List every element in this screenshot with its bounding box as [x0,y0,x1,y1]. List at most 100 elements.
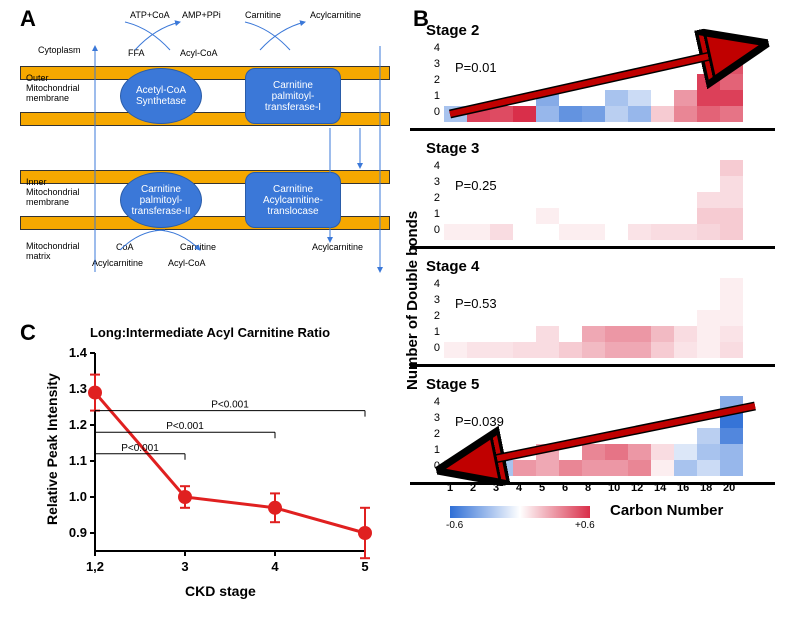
hm-cell [444,342,467,358]
hm-cell [628,326,651,342]
trend-arrow [410,22,770,132]
hm-cell [720,294,743,310]
hm-cell [697,192,720,208]
hm-cell [605,342,628,358]
ytick: 3 [428,294,440,306]
ytick: 1 [428,208,440,220]
hm-cell [559,342,582,358]
hm-cell [720,310,743,326]
ytick: 4 [428,278,440,290]
hm-cell [697,224,720,240]
ytick: 1 [428,326,440,338]
ytick: 0 [428,224,440,236]
hm-cell [720,326,743,342]
panel-a-diagram: ATP+CoA AMP+PPi Carnitine Acylcarnitine … [20,10,390,290]
panel-b-ylabel: Number of Double bonds [404,211,421,390]
svg-text:1.4: 1.4 [69,345,88,360]
svg-text:5: 5 [361,559,368,574]
hm-cell [582,326,605,342]
hm-cell [651,224,674,240]
xtick: 20 [723,482,735,494]
hm-cell [536,208,559,224]
xtick: 4 [516,482,522,494]
svg-text:1.1: 1.1 [69,453,87,468]
svg-text:1.3: 1.3 [69,381,87,396]
hm-cell [720,176,743,192]
hm-cell [582,224,605,240]
hm-cell [628,224,651,240]
stage-title: Stage 4 [426,258,479,275]
hm-cell [720,342,743,358]
colorbar [450,506,590,518]
svg-text:3: 3 [181,559,188,574]
xtick: 5 [539,482,545,494]
hm-cell [674,224,697,240]
hm-cell [674,326,697,342]
hm-cell [559,224,582,240]
xtick: 2 [470,482,476,494]
svg-text:P<0.001: P<0.001 [166,421,204,432]
xtick: 12 [631,482,643,494]
svg-text:P<0.001: P<0.001 [211,400,249,411]
hm-cell [513,224,536,240]
xtick: 18 [700,482,712,494]
ytick: 2 [428,310,440,322]
hm-cell [467,224,490,240]
panel-c-ylabel: Relative Peak Intensity [44,373,60,525]
hm-cell [444,224,467,240]
ytick: 2 [428,192,440,204]
heatmap-grid [444,160,764,240]
panel-c-label: C [20,320,36,346]
svg-text:1.2: 1.2 [69,417,87,432]
svg-text:4: 4 [271,559,279,574]
ytick: 4 [428,160,440,172]
hm-cell [720,192,743,208]
hm-cell [490,342,513,358]
svg-text:1.0: 1.0 [69,489,87,504]
hm-cell [536,326,559,342]
stage-divider [410,364,775,367]
trend-arrow [410,376,770,486]
hm-cell [536,224,559,240]
heatmap-grid [444,278,764,358]
panel-c-title: Long:Intermediate Acyl Carnitine Ratio [40,325,380,340]
ytick: 0 [428,342,440,354]
hm-cell [628,342,651,358]
xtick: 14 [654,482,666,494]
panel-a-vertical-arrows [20,10,390,280]
hm-cell [697,310,720,326]
hm-cell [513,342,536,358]
hm-cell [651,342,674,358]
hm-cell [467,342,490,358]
stage-divider [410,246,775,249]
svg-text:0.9: 0.9 [69,525,87,540]
xtick: 1 [447,482,453,494]
panel-b-heatmaps: Stage 201234P=0.01 Stage 301234P=0.25Sta… [410,10,785,570]
stage-divider [410,128,775,131]
hm-cell [720,278,743,294]
svg-text:P<0.001: P<0.001 [121,443,159,454]
hm-cell [720,224,743,240]
hm-cell [605,224,628,240]
xtick: 10 [608,482,620,494]
hm-cell [697,326,720,342]
xtick: 3 [493,482,499,494]
stage-title: Stage 3 [426,140,479,157]
hm-cell [720,160,743,176]
hm-cell [720,208,743,224]
ytick: 3 [428,176,440,188]
hm-cell [674,342,697,358]
hm-cell [697,208,720,224]
panel-c-chart: Long:Intermediate Acyl Carnitine Ratio 0… [40,325,380,605]
hm-cell [536,342,559,358]
hm-cell [605,326,628,342]
xtick: 16 [677,482,689,494]
cb-min: -0.6 [446,520,463,531]
hm-cell [582,342,605,358]
hm-cell [697,342,720,358]
svg-text:1,2: 1,2 [86,559,104,574]
xtick: 6 [562,482,568,494]
panel-b-xlabel: Carbon Number [610,502,723,519]
stage-divider [410,482,775,485]
cb-max: +0.6 [575,520,595,531]
